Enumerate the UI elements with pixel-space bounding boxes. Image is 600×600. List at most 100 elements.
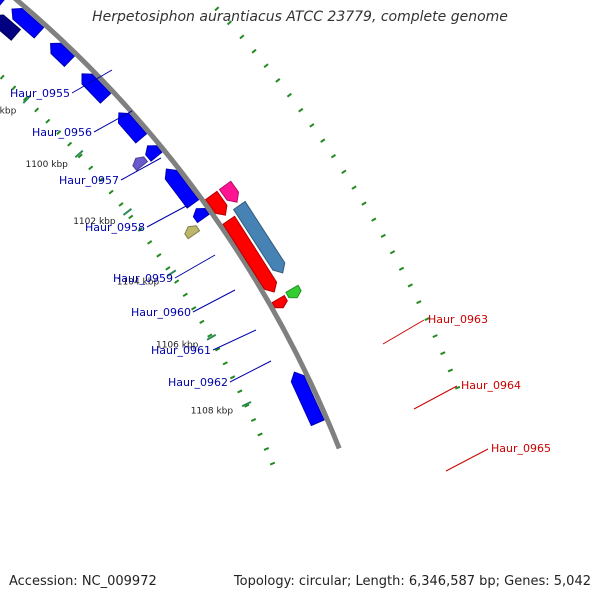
gene-label[interactable]: Haur_0959	[113, 272, 173, 285]
gc-dot-inner	[174, 279, 180, 284]
gc-dot-outer	[380, 233, 386, 238]
gc-dot-outer	[371, 217, 377, 222]
gc-dot-outer	[424, 317, 430, 322]
gene-label[interactable]: Haur_0965	[491, 442, 551, 455]
gene-arrow-haur_0962[interactable]	[184, 225, 201, 240]
gc-dot-inner	[257, 432, 263, 437]
gene-arrow-haur_0960[interactable]	[132, 156, 149, 172]
gene-label[interactable]: Haur_0955	[10, 87, 70, 100]
gene-label[interactable]: Haur_0964	[461, 379, 521, 392]
gc-dot-inner	[222, 361, 228, 366]
map-title: Herpetosiphon aurantiacus ATCC 23779, co…	[92, 9, 508, 25]
gene-leader-line	[382, 319, 425, 345]
gene-label[interactable]: Haur_0958	[85, 221, 145, 234]
gene-arrow[interactable]	[290, 371, 325, 427]
gc-dot-outer	[447, 368, 454, 373]
gene-leader-line	[120, 157, 162, 181]
backbone-track	[12, 0, 342, 450]
gc-dot-outer	[389, 250, 396, 255]
gc-dot-inner	[137, 227, 143, 232]
gene-arrow[interactable]	[222, 215, 278, 293]
gene-arrow-haur_0964[interactable]	[232, 200, 286, 274]
scale-tick-label: 1102 kbp	[73, 217, 116, 227]
scale-tick	[74, 149, 84, 158]
gc-dot-inner	[56, 130, 62, 136]
gene-leader-line	[445, 448, 489, 472]
gene-label[interactable]: Haur_0957	[59, 174, 119, 187]
gc-dot-outer	[214, 6, 220, 12]
gc-dot-outer	[341, 169, 347, 175]
gene-arrow-haur_0955[interactable]	[0, 0, 7, 7]
gc-dot-inner	[22, 96, 28, 102]
scale-tick-label: 1106 kbp	[156, 341, 199, 351]
gene-arrow[interactable]	[145, 145, 163, 162]
gc-dot-outer	[440, 351, 446, 356]
scale-tick-label: 1098 kbp	[0, 106, 17, 116]
gc-dot-inner	[244, 403, 250, 408]
scale-tick-label: 1104 kbp	[117, 277, 160, 287]
gc-dot-outer	[330, 153, 337, 159]
gc-dot-inner	[165, 266, 171, 271]
gene-arrow-haur_0965[interactable]	[285, 284, 302, 299]
gc-dot-inner	[190, 306, 197, 311]
gc-dot-inner	[237, 389, 243, 394]
gc-dot-inner	[45, 118, 51, 124]
gc-dot-outer	[251, 48, 257, 54]
gc-dot-inner	[88, 165, 94, 171]
scale-tick	[241, 401, 252, 408]
gc-dot-outer	[275, 78, 281, 83]
gene-arrow-haur_0959[interactable]	[117, 112, 148, 144]
gene-leader-line	[192, 289, 236, 313]
gc-dot-outer	[309, 123, 315, 128]
gene-arrow[interactable]	[192, 207, 210, 224]
gc-dot-inner	[229, 375, 236, 380]
gene-leader-line	[146, 204, 189, 228]
backbone-line	[12, 0, 342, 450]
gene-arrow[interactable]	[271, 294, 288, 309]
gene-leader-line	[71, 69, 113, 94]
gc-dot-inner	[108, 189, 114, 195]
gene-labels: Haur_0955 Haur_0956 Haur_0957 Haur_0958 Haur…	[10, 69, 551, 472]
gene-arrow[interactable]	[11, 7, 45, 39]
gene-leader-line	[93, 110, 133, 133]
gene-arrow-haur_0961[interactable]	[164, 168, 200, 209]
gc-dot-inner	[269, 461, 276, 466]
gene-label[interactable]: Haur_0962	[168, 376, 228, 389]
gene-arrow-haur_0963[interactable]	[218, 180, 240, 203]
gc-dot-outer	[432, 334, 438, 339]
gene-label[interactable]: Haur_0963	[428, 313, 488, 326]
gene-arrow[interactable]	[205, 190, 228, 216]
gene-leader-line	[212, 329, 257, 351]
gc-dot-inner	[199, 319, 205, 325]
gc-dot-outer	[398, 266, 405, 271]
scale-tick-label: 1100 kbp	[25, 160, 68, 170]
gc-dot-inner	[263, 447, 270, 451]
gc-dot-inner	[147, 240, 153, 245]
gene-label[interactable]: Haur_0956	[32, 126, 92, 139]
gc-dot-outer	[226, 20, 232, 26]
gc-dot-outer	[298, 107, 304, 113]
gc-dot-outer	[454, 385, 461, 390]
gene-arrow-haur_0956[interactable]	[0, 14, 22, 41]
gc-dot-outer	[286, 92, 293, 98]
gene-arrow-haur_0957[interactable]	[50, 42, 75, 68]
gc-skew-dots	[0, 6, 461, 466]
gc-dot-inner	[77, 153, 83, 159]
scale-tick	[206, 333, 217, 341]
accession-text: Accession: NC_009972	[9, 574, 157, 589]
gc-dot-outer	[320, 138, 326, 143]
gene-leader-line	[413, 385, 458, 410]
gene-label[interactable]: Haur_0960	[131, 306, 191, 319]
gc-dot-inner	[128, 214, 134, 220]
gc-dot-outer	[263, 63, 269, 69]
gc-dot-outer	[416, 300, 422, 305]
gene-label[interactable]: Haur_0961	[151, 344, 211, 357]
gc-dot-inner	[156, 253, 162, 258]
gc-dot-inner	[34, 107, 40, 113]
gc-dot-inner	[214, 347, 221, 352]
gene-track	[0, 0, 325, 427]
gene-arrow-haur_0958[interactable]	[81, 73, 112, 104]
gc-dot-inner	[250, 418, 257, 422]
